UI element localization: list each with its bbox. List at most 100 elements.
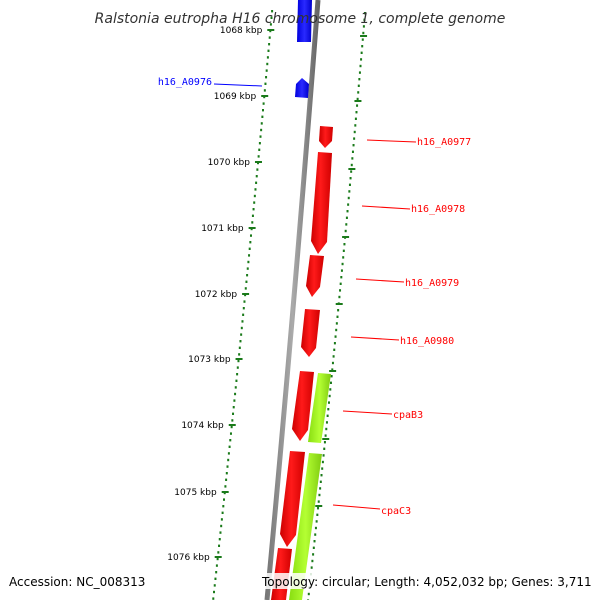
outer-ring-tick <box>315 505 323 507</box>
outer-ring-dot <box>332 355 335 358</box>
inner-ring-dot <box>233 399 236 402</box>
outer-ring-tick <box>348 168 356 170</box>
outer-ring-dot <box>347 196 350 200</box>
inner-ring-dot <box>219 531 222 534</box>
gene-label-h16_A0979[interactable]: h16_A0979 <box>405 278 459 289</box>
outer-ring-dot <box>333 342 336 345</box>
outer-ring-dot <box>318 493 321 497</box>
inner-ring-dot <box>262 102 265 105</box>
gene-feature-green-1[interactable] <box>308 373 331 443</box>
outer-ring-dot <box>331 368 334 371</box>
inner-ring-dot <box>266 56 269 59</box>
accession-text: Accession: NC_008313 <box>9 575 145 589</box>
outer-ring-dot <box>346 210 349 213</box>
outer-ring-dot <box>339 289 342 292</box>
outer-scale-ring <box>307 12 368 600</box>
inner-ring-dot <box>255 175 258 178</box>
inner-ring-dot <box>234 392 237 396</box>
outer-ring-dot <box>347 203 350 206</box>
outer-ring-dot <box>352 144 355 147</box>
inner-ring-dot <box>214 577 217 580</box>
outer-ring-dot <box>314 526 317 530</box>
inner-ring-dot <box>249 234 252 237</box>
map-title: Ralstonia eutropha H16 chromosome 1, com… <box>95 11 506 27</box>
inner-ring-dot <box>268 43 271 46</box>
outer-ring-dot <box>310 566 313 569</box>
inner-ring-dot <box>227 458 230 462</box>
outer-ring-dot <box>358 78 361 81</box>
outer-ring-dot <box>330 375 333 378</box>
inner-ring-dot <box>265 76 268 79</box>
inner-ring-dot <box>263 89 266 92</box>
gene-feature-h16_A0977[interactable] <box>319 126 333 148</box>
outer-ring-dot <box>311 559 314 563</box>
outer-ring-dot <box>354 124 357 127</box>
outer-ring-dot <box>324 434 327 437</box>
gene-label-h16_A0980[interactable]: h16_A0980 <box>400 336 454 347</box>
outer-ring-dot <box>351 150 354 153</box>
inner-ring-dot <box>267 49 270 52</box>
ruler-major-tick <box>261 95 269 97</box>
gene-feature-h16_A0976[interactable] <box>295 78 309 98</box>
gene-label-h16_A0977[interactable]: h16_A0977 <box>417 137 471 148</box>
inner-ring-dot <box>271 10 274 13</box>
gene-label-cpaB3[interactable]: cpaB3 <box>393 410 423 421</box>
ruler-major-tick <box>248 227 256 229</box>
gene-feature-cpaB3[interactable] <box>292 371 314 441</box>
gene-feature-h16_A0980[interactable] <box>301 309 320 357</box>
gene-feature-blue-1[interactable] <box>297 0 312 42</box>
inner-ring-dot <box>229 439 232 442</box>
outer-ring-dot <box>335 328 338 332</box>
outer-ring-dot <box>315 520 318 523</box>
gene-label-leader-line <box>213 83 263 87</box>
gene-feature-green-2[interactable] <box>289 453 322 600</box>
ruler-tick-label: 1075 kbp <box>174 488 217 498</box>
outer-ring-dot <box>338 295 341 299</box>
inner-ring-dot <box>264 82 267 85</box>
outer-ring-dot <box>319 480 322 483</box>
outer-ring-dot <box>312 553 315 556</box>
inner-ring-dot <box>228 445 231 448</box>
inner-ring-dot <box>231 419 234 422</box>
inner-ring-dot <box>260 128 263 132</box>
outer-ring-dot <box>357 91 360 94</box>
inner-ring-dot <box>239 340 242 343</box>
topology-text: Topology: circular; Length: 4,052,032 bp… <box>261 575 592 589</box>
gene-feature-cpaC3[interactable] <box>280 451 305 547</box>
inner-ring-dot <box>254 188 257 191</box>
outer-ring-dot <box>353 130 356 134</box>
inner-ring-dot <box>215 564 218 567</box>
gene-label-h16_A0976[interactable]: h16_A0976 <box>158 77 212 88</box>
gene-feature-h16_A0978[interactable] <box>311 152 332 254</box>
outer-ring-dot <box>307 592 310 596</box>
inner-ring-dot <box>236 366 239 369</box>
inner-ring-dot <box>217 551 220 554</box>
inner-ring-dot <box>223 498 226 501</box>
outer-ring-dot <box>360 58 363 61</box>
outer-ring-dot <box>356 104 359 107</box>
outer-ring-dot <box>348 190 351 193</box>
inner-ring-dot <box>268 36 271 39</box>
inner-ring-dot <box>218 544 221 547</box>
inner-ring-dot <box>213 590 216 594</box>
outer-ring-dot <box>363 18 366 21</box>
gene-label-h16_A0978[interactable]: h16_A0978 <box>411 204 465 215</box>
ruler-tick-label: 1076 kbp <box>167 553 210 563</box>
outer-ring-dot <box>331 361 334 365</box>
inner-ring-dot <box>266 62 269 66</box>
gene-feature-h16_A0979[interactable] <box>306 255 324 297</box>
inner-ring-dot <box>235 379 238 382</box>
gene-label-cpaC3[interactable]: cpaC3 <box>381 506 411 517</box>
inner-ring-dot <box>243 300 246 303</box>
ruler-tick-label: 1074 kbp <box>181 421 224 431</box>
inner-ring-dot <box>244 287 247 290</box>
ruler-tick-label: 1072 kbp <box>195 290 238 300</box>
outer-ring-dot <box>327 408 330 411</box>
inner-ring-dot <box>236 373 239 376</box>
inner-ring-dot <box>242 313 245 316</box>
outer-ring-dot <box>325 421 328 424</box>
inner-ring-dot <box>232 406 235 409</box>
outer-ring-dot <box>357 84 360 87</box>
inner-ring-dot <box>251 221 254 224</box>
